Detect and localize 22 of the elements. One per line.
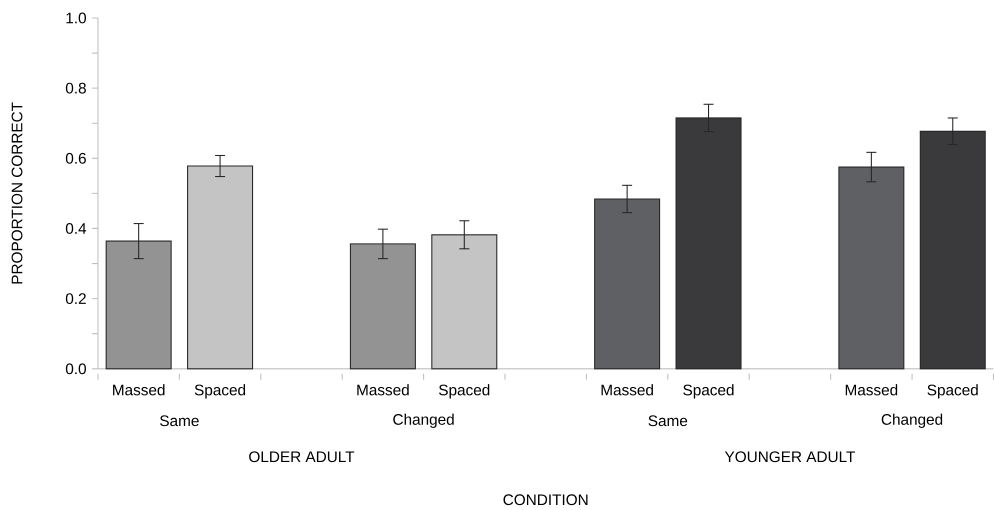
y-tick-label: 1.0 — [66, 12, 86, 24]
x-tick-label: Spaced — [194, 384, 246, 398]
x-tick-label: Spaced — [683, 384, 734, 398]
text: Same — [648, 415, 688, 426]
text: YOUNGER ADULT — [724, 451, 856, 462]
text: Changed — [882, 414, 942, 428]
x-tick-label: Massed — [602, 384, 653, 396]
y-tick-label: 0.6 — [66, 152, 86, 164]
x-tick-label: Spaced — [927, 384, 978, 398]
y-tick-label: 0.2 — [66, 293, 86, 304]
text: CONDITION — [503, 494, 588, 506]
text: Changed — [393, 414, 454, 428]
y-tick-label: 0.0 — [66, 363, 86, 374]
text: Same — [160, 415, 199, 426]
text: OLDER ADULT — [249, 451, 354, 462]
x-tick-label: Spaced — [439, 384, 490, 398]
x-tick-label: Massed — [846, 384, 898, 396]
y-tick-label: 0.4 — [66, 222, 86, 234]
y-tick-label: 0.8 — [66, 82, 86, 94]
y-axis-title: PROPORTION CORRECT — [12, 102, 22, 284]
x-tick-label: Massed — [113, 384, 164, 396]
x-tick-label: Massed — [357, 384, 409, 396]
